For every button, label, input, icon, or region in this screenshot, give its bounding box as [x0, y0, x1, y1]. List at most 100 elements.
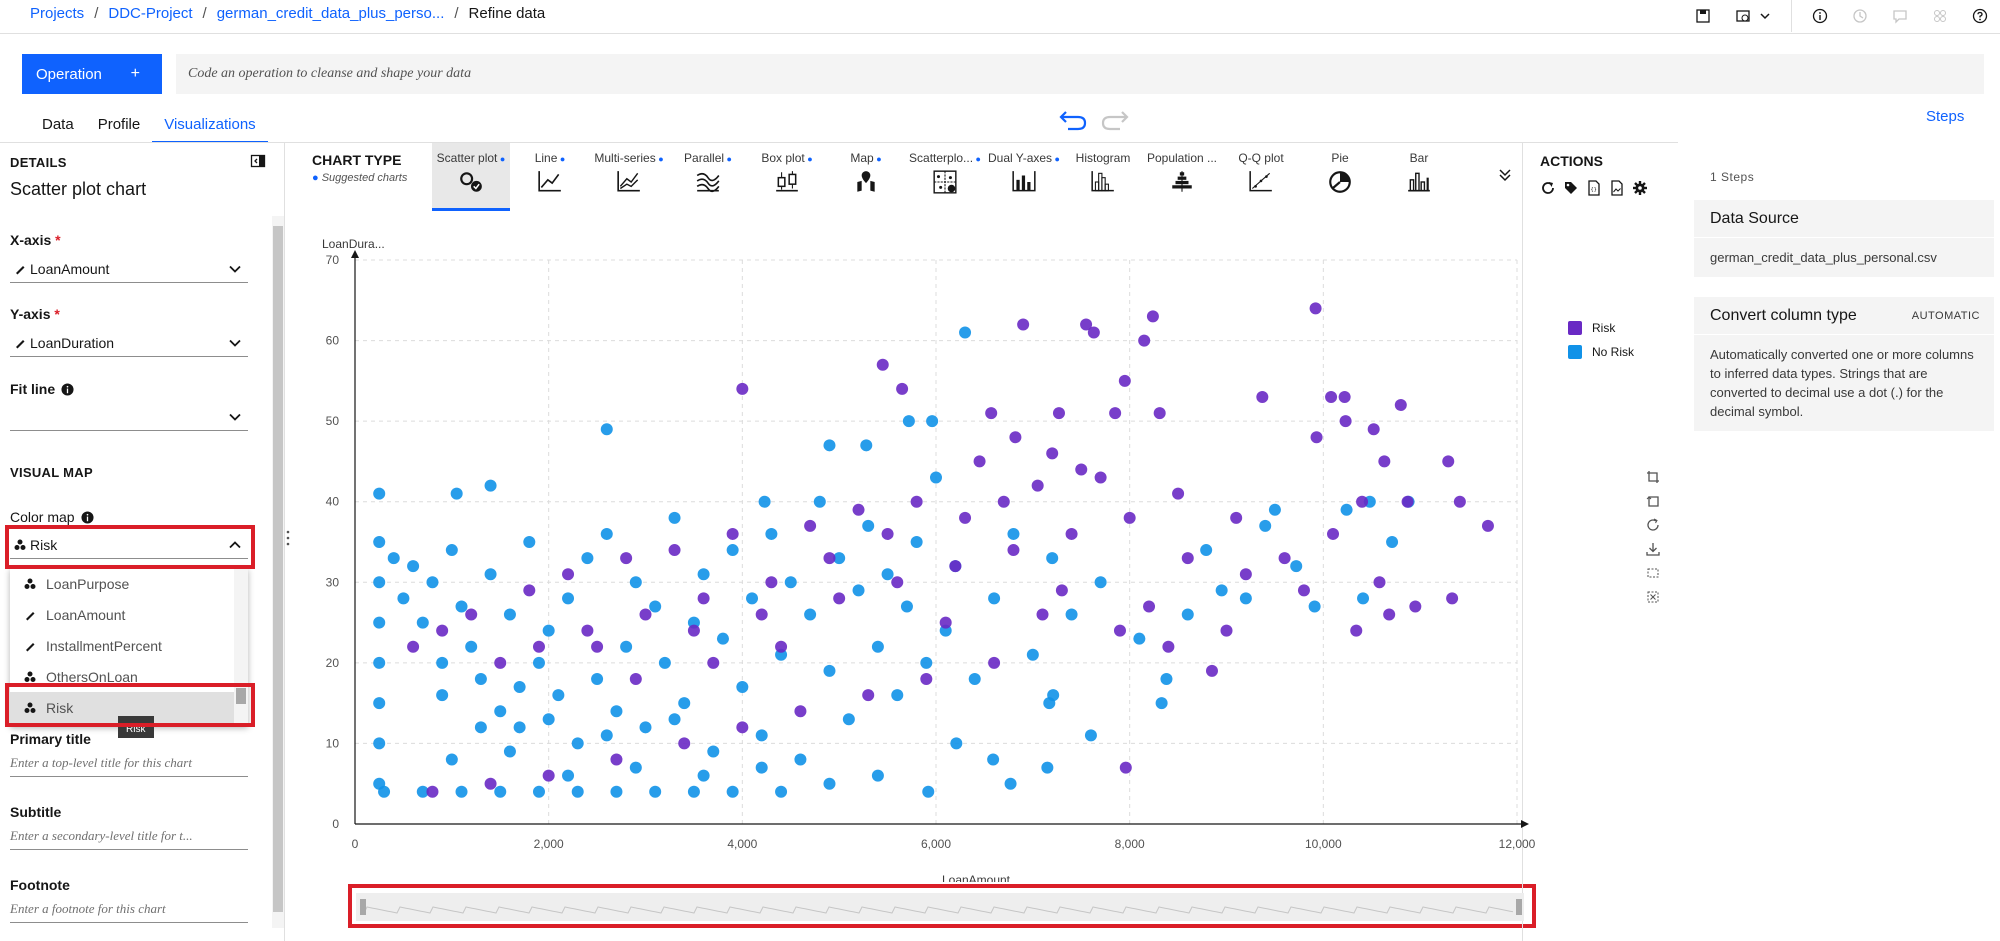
population-pyramid-icon — [1143, 169, 1221, 195]
operation-code-input[interactable]: Code an operation to cleanse and shape y… — [176, 54, 1984, 94]
data-point-risk — [426, 785, 439, 798]
data-point-risk — [949, 560, 962, 573]
chart-type-pie-chart[interactable]: Pie — [1301, 143, 1379, 211]
x-tick-label: 10,000 — [1305, 837, 1342, 851]
collapse-panel-icon[interactable] — [250, 153, 266, 169]
more-charts-icon[interactable] — [1498, 168, 1512, 182]
data-point-no-risk — [922, 785, 935, 798]
chart-type-dual-y-axes[interactable]: Dual Y-axes ● — [985, 143, 1063, 211]
redo-icon[interactable] — [1100, 108, 1130, 132]
chart-type-parallel[interactable]: Parallel ● — [669, 143, 747, 211]
chart-type-scatter-plot[interactable]: Scatter plot ● — [432, 143, 510, 211]
data-point-no-risk — [407, 560, 420, 573]
panel-resize-handle[interactable] — [286, 528, 290, 548]
data-point-no-risk — [484, 568, 497, 581]
data-point-no-risk — [910, 536, 923, 548]
brush-rect-icon[interactable] — [1646, 566, 1660, 580]
footnote-input[interactable]: Enter a footnote for this chart — [10, 897, 248, 923]
data-point-no-risk — [1239, 592, 1252, 605]
chart-type-label: Box plot ● — [761, 151, 813, 165]
download-icon[interactable] — [1646, 542, 1660, 556]
settings-gear-icon[interactable] — [1632, 180, 1648, 196]
data-point-no-risk — [639, 721, 652, 734]
data-point-no-risk — [397, 592, 410, 605]
zoom-reset-icon[interactable] — [1646, 494, 1660, 508]
data-point-no-risk — [891, 689, 904, 702]
data-point-no-risk — [1357, 592, 1370, 605]
primary-title-input[interactable]: Enter a top-level title for this chart — [10, 751, 248, 777]
tab-data[interactable]: Data — [42, 116, 74, 133]
dropdown-option-installmentpercent[interactable]: InstallmentPercent — [10, 630, 248, 661]
data-source-file: german_credit_data_plus_personal.csv — [1710, 250, 1937, 265]
data-point-no-risk — [902, 415, 915, 428]
step-convert-column-type[interactable]: Convert column type AUTOMATIC Automatica… — [1694, 297, 1994, 431]
data-point-no-risk — [373, 576, 386, 589]
help-icon[interactable] — [1960, 0, 2000, 32]
chart-type-box-plot[interactable]: Box plot ● — [748, 143, 826, 211]
chart-type-multi-series[interactable]: Multi-series ● — [590, 143, 668, 211]
data-point-risk — [1046, 447, 1059, 460]
operation-button[interactable]: Operation + — [22, 54, 162, 94]
save-icon[interactable] — [1683, 0, 1723, 32]
data-point-no-risk — [758, 495, 771, 508]
export-image-icon[interactable] — [1609, 180, 1625, 196]
comment-icon[interactable] — [1880, 0, 1920, 32]
chart-type-bar-chart[interactable]: Bar — [1380, 143, 1458, 211]
dropdown-option-loanamount[interactable]: LoanAmount — [10, 599, 248, 630]
chevron-up-icon — [228, 538, 242, 552]
details-scrollbar[interactable] — [272, 216, 284, 928]
undo-icon[interactable] — [1058, 108, 1088, 132]
chart-type-histogram[interactable]: Histogram — [1064, 143, 1142, 211]
chart-type-map[interactable]: Map ● — [827, 143, 905, 211]
data-point-risk — [678, 737, 691, 750]
chart-type-qq-plot[interactable]: Q-Q plot — [1222, 143, 1300, 211]
breadcrumb-project[interactable]: DDC-Project — [108, 5, 193, 22]
restore-icon[interactable] — [1646, 518, 1660, 532]
data-point-risk — [852, 503, 865, 516]
job-menu-icon[interactable] — [1723, 0, 1783, 32]
data-point-no-risk — [842, 713, 855, 726]
info-icon[interactable] — [1800, 0, 1840, 32]
slider-handle-start[interactable] — [360, 899, 366, 915]
legend-item-risk[interactable]: Risk — [1568, 316, 1634, 340]
data-point-risk — [876, 358, 889, 371]
fit-line-select[interactable] — [10, 403, 248, 431]
breadcrumb-projects[interactable]: Projects — [30, 5, 85, 22]
data-point-risk — [1373, 576, 1386, 589]
dropdown-option-othersonloan[interactable]: OthersOnLoan — [10, 661, 248, 692]
steps-link[interactable]: Steps — [1926, 108, 1965, 125]
data-point-risk — [1297, 584, 1310, 597]
data-point-risk — [620, 552, 633, 565]
slider-handle-end[interactable] — [1516, 899, 1522, 915]
history-icon[interactable] — [1840, 0, 1880, 32]
qq-plot-icon — [1222, 169, 1300, 195]
x-axis-select[interactable]: LoanAmount — [10, 255, 248, 283]
subtitle-input[interactable]: Enter a secondary-level title for t... — [10, 824, 248, 850]
data-point-risk — [494, 656, 507, 669]
collaborators-icon[interactable] — [1920, 0, 1960, 32]
dropdown-option-loanpurpose[interactable]: LoanPurpose — [10, 568, 248, 599]
data-point-no-risk — [416, 616, 429, 629]
operation-button-label: Operation — [36, 65, 102, 83]
breadcrumb-asset[interactable]: german_credit_data_plus_perso... — [216, 5, 445, 22]
data-point-risk — [1087, 326, 1100, 339]
legend-item-no-risk[interactable]: No Risk — [1568, 340, 1634, 364]
color-map-select[interactable]: Risk — [10, 531, 248, 559]
data-zoom-slider[interactable] — [356, 893, 1524, 921]
chart-type-population-pyramid[interactable]: Population ... — [1143, 143, 1221, 211]
clear-selection-icon[interactable] — [1646, 590, 1660, 604]
x-tick-label: 8,000 — [1115, 837, 1145, 851]
chart-type-scatterplot-matrix[interactable]: Scatterplo... ● — [906, 143, 984, 211]
export-json-icon[interactable]: {} — [1586, 180, 1602, 196]
tab-profile[interactable]: Profile — [97, 116, 141, 133]
y-axis-select[interactable]: LoanDuration — [10, 329, 248, 357]
chart-type-line-chart[interactable]: Line ● — [511, 143, 589, 211]
data-point-no-risk — [484, 479, 497, 492]
step-data-source[interactable]: Data Source german_credit_data_plus_pers… — [1694, 200, 1994, 277]
refresh-icon[interactable] — [1540, 180, 1556, 196]
tab-visualizations[interactable]: Visualizations — [152, 112, 268, 143]
data-point-risk — [1113, 624, 1126, 637]
visual-map-heading: VISUAL MAP — [10, 465, 93, 480]
zoom-select-icon[interactable] — [1646, 470, 1660, 484]
tag-icon[interactable] — [1563, 180, 1579, 196]
